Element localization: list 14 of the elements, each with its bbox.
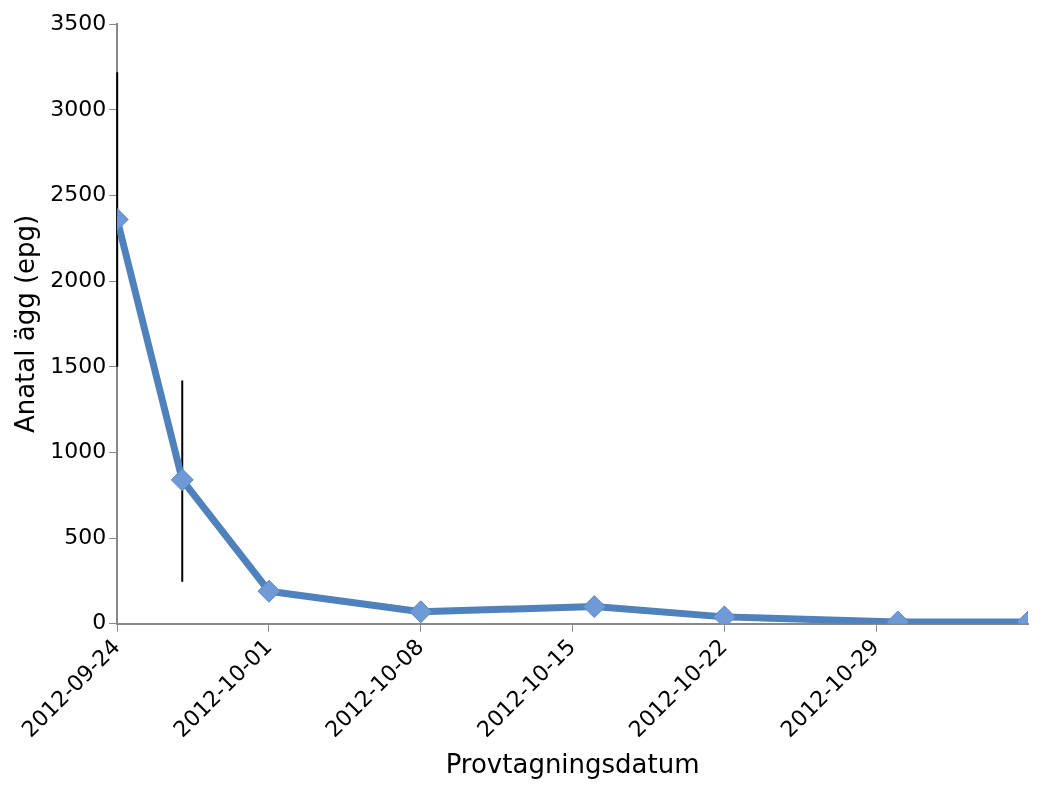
y-axis-title: Anatal ägg (epg) — [10, 214, 41, 434]
point — [257, 579, 281, 603]
y-tick-label: 0 — [92, 609, 107, 635]
point — [409, 600, 433, 624]
y-tick-label: 2500 — [50, 181, 107, 207]
y-tick-label: 500 — [64, 523, 107, 549]
y-tick-label: 3500 — [50, 9, 107, 35]
y-tick-label: 1000 — [50, 438, 107, 464]
y-tick-label: 1500 — [50, 352, 107, 378]
x-axis-title: Provtagningsdatum — [445, 749, 700, 780]
point — [582, 595, 606, 619]
y-tick-label: 2000 — [50, 266, 107, 292]
point — [170, 468, 194, 492]
y-tick-label: 3000 — [50, 95, 107, 121]
